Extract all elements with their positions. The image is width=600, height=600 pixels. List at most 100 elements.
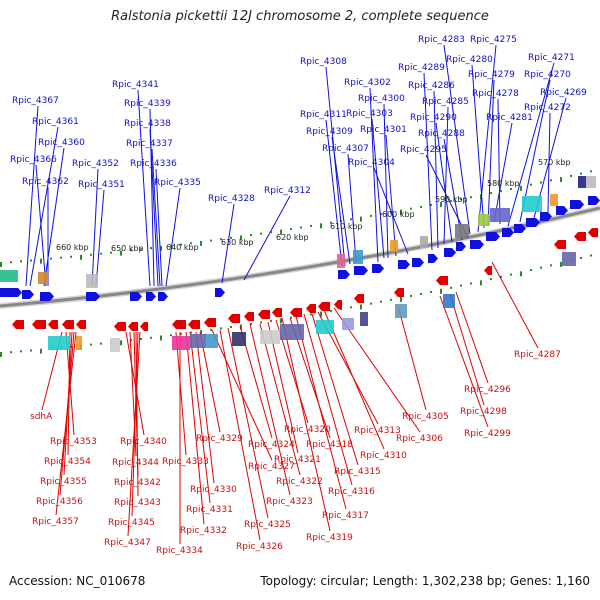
reverse-leader-line: [281, 317, 331, 532]
outer-tick-dot: [310, 224, 312, 227]
forward-leader-line: [547, 112, 551, 213]
forward-gene-arrow: [588, 196, 600, 205]
forward-gene-label: Rpic_4275: [470, 35, 517, 45]
reverse-leader-line: [449, 293, 485, 406]
forward-gene-label: Rpic_4309: [306, 127, 353, 137]
reverse-gene-arrow: [12, 320, 24, 329]
forward-leader-line: [325, 119, 343, 267]
reverse-leader-line: [195, 331, 215, 484]
outer-tick-dot: [20, 260, 22, 263]
category-block: [232, 332, 246, 346]
forward-gene-label: Rpic_4338: [124, 119, 171, 129]
tick-label: 620 kbp: [276, 233, 309, 242]
category-block: [390, 240, 398, 252]
outer-tick-dot: [570, 174, 572, 177]
reverse-gene-label: Rpic_4340: [120, 437, 167, 447]
outer-tick-dot: [490, 192, 492, 195]
reverse-gene-label: Rpic_4355: [40, 477, 87, 487]
forward-gene-label: Rpic_4295: [400, 145, 447, 155]
forward-gene-arrow: [146, 292, 156, 301]
reverse-gene-label: Rpic_4333: [162, 457, 209, 467]
forward-gene-arrow: [526, 218, 540, 227]
outer-tick-dot: [170, 244, 172, 247]
inner-tick-dot: [10, 351, 12, 354]
forward-gene-arrow: [0, 288, 22, 297]
forward-gene-arrow: [86, 292, 100, 301]
reverse-gene-label: Rpic_4334: [156, 546, 203, 556]
reverse-gene-arrow: [32, 320, 46, 329]
reverse-leader-line: [227, 327, 269, 519]
forward-gene-label: Rpic_4351: [78, 180, 125, 190]
reverse-gene-arrow: [574, 232, 586, 241]
inner-tick-dot: [490, 278, 492, 281]
forward-gene-arrow: [570, 200, 584, 209]
inner-tick-dot: [230, 326, 232, 328]
reverse-leader-line: [303, 313, 353, 486]
category-block: [260, 330, 280, 344]
inner-tick-dot: [470, 282, 472, 285]
category-block: [586, 176, 596, 188]
outer-tick-dot: [520, 185, 522, 191]
outer-tick-dot: [300, 226, 302, 229]
outer-tick-dot: [330, 221, 332, 224]
reverse-leader-line: [199, 331, 221, 433]
reverse-gene-arrow: [140, 322, 148, 331]
reverse-leader-line: [295, 315, 347, 510]
inner-tick-dot: [200, 330, 202, 336]
inner-tick-dot: [440, 288, 442, 294]
outer-tick-dot: [350, 218, 352, 221]
reverse-gene-arrow: [258, 310, 270, 319]
forward-gene-label: Rpic_4339: [124, 99, 171, 109]
reverse-gene-label: Rpic_4353: [50, 437, 97, 447]
inner-tick-dot: [340, 308, 342, 311]
reverse-gene-label: Rpic_4321: [274, 455, 321, 465]
outer-tick-dot: [380, 213, 382, 216]
reverse-gene-label: Rpic_4356: [36, 497, 83, 507]
reverse-gene-label: Rpic_4287: [514, 350, 561, 360]
reverse-leader-line: [185, 331, 205, 525]
reverse-gene-label: Rpic_4345: [108, 518, 155, 528]
forward-gene-arrow: [215, 288, 225, 297]
outer-tick-dot: [540, 181, 542, 184]
reverse-gene-label: Rpic_4324: [248, 440, 295, 450]
forward-leader-line: [35, 164, 47, 287]
forward-gene-arrow: [514, 224, 526, 233]
forward-gene-label: Rpic_4366: [10, 155, 57, 165]
forward-leader-line: [497, 98, 501, 225]
inner-tick-dot: [0, 352, 2, 357]
inner-tick-dot: [250, 323, 252, 325]
inner-tick-dot: [420, 292, 422, 295]
outer-tick-dot: [60, 256, 62, 259]
reverse-leader-line: [55, 331, 77, 516]
forward-gene-label: Rpic_4279: [468, 70, 515, 80]
forward-leader-line: [493, 122, 513, 223]
forward-gene-label: Rpic_4283: [418, 35, 465, 45]
forward-gene-arrow: [444, 248, 456, 257]
forward-leader-line: [385, 134, 397, 257]
reverse-gene-arrow: [436, 276, 448, 285]
reverse-gene-arrow: [114, 322, 126, 331]
tick-label: 570 kbp: [538, 158, 571, 167]
outer-tick-dot: [120, 250, 122, 256]
forward-gene-label: Rpic_4304: [348, 158, 395, 168]
inner-tick-dot: [130, 339, 132, 342]
forward-gene-label: Rpic_4290: [410, 113, 457, 123]
outer-tick-dot: [430, 204, 432, 206]
forward-leader-line: [487, 79, 495, 227]
reverse-gene-arrow: [188, 320, 200, 329]
outer-tick-dot: [230, 236, 232, 239]
forward-gene-label: Rpic_4328: [208, 194, 255, 204]
forward-gene-label: Rpic_4341: [112, 80, 159, 90]
tick-label: 630 kbp: [221, 238, 254, 247]
outer-tick-dot: [100, 252, 102, 255]
tick-label: 650 kbp: [111, 244, 144, 253]
outer-tick-dot: [70, 255, 72, 258]
forward-gene-label: Rpic_4308: [300, 57, 347, 67]
category-block: [550, 194, 558, 206]
outer-tick-dot: [580, 172, 582, 175]
outer-tick-dot: [10, 261, 12, 264]
forward-gene-label: Rpic_4288: [418, 129, 465, 139]
reverse-gene-arrow: [48, 320, 58, 329]
inner-tick-dot: [450, 286, 452, 289]
forward-gene-label: Rpic_4311: [300, 110, 347, 120]
